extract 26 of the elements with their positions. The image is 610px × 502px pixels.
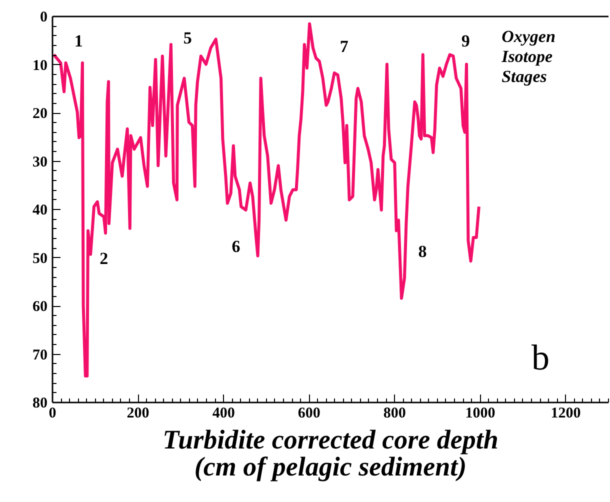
annotation: b bbox=[532, 337, 550, 378]
annotation: 7 bbox=[340, 36, 349, 56]
annotation: 8 bbox=[418, 242, 427, 261]
y-tick-label: 70 bbox=[32, 347, 48, 364]
x-tick-label: 1200 bbox=[550, 406, 581, 422]
y-tick-label: 80 bbox=[32, 396, 48, 412]
x-tick-label: 800 bbox=[383, 406, 406, 422]
annotation: Oxygen Isotope Stages bbox=[500, 27, 556, 86]
annotation: 5 bbox=[183, 28, 192, 48]
y-tick-label: 50 bbox=[32, 250, 48, 267]
annotation: 6 bbox=[232, 237, 240, 256]
annotation: 1 bbox=[74, 32, 83, 51]
x-tick-label: 600 bbox=[298, 406, 320, 422]
x-tick-label: 200 bbox=[126, 406, 150, 422]
y-tick-label: 20 bbox=[32, 106, 48, 122]
x-axis-title: Turbidite corrected core depth (cm of pelagic sediment) bbox=[162, 424, 498, 482]
y-tick-label: 10 bbox=[32, 58, 48, 74]
x-tick-label: 1000 bbox=[465, 406, 496, 422]
line-series bbox=[52, 22, 480, 378]
y-tick-label: 30 bbox=[32, 154, 48, 170]
y-tick-label: 40 bbox=[32, 202, 48, 218]
y-tick-label: 60 bbox=[32, 299, 48, 315]
x-tick-label: 400 bbox=[212, 406, 235, 422]
y-tick-label: 0 bbox=[40, 10, 48, 26]
annotation: 2 bbox=[100, 248, 108, 268]
annotation: 9 bbox=[461, 32, 470, 51]
